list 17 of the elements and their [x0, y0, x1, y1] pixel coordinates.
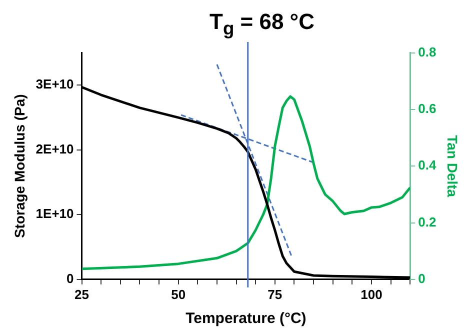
x-tick-label: 100: [360, 286, 382, 302]
y-tick-label: 0: [66, 270, 74, 286]
chart-title: T$_{g}$ = 68 °C: [208, 8, 316, 40]
y2-tick-label: 0.4: [418, 158, 437, 173]
y-tick-label: 1E+10: [36, 206, 74, 222]
y2-tick-label: 0.8: [418, 44, 436, 60]
y-axis-title: Storage Modulus (Pa): [11, 94, 28, 238]
y2-tick-label: 0: [418, 270, 426, 286]
x-tick-label: 25: [74, 286, 89, 302]
y2-tick-label: 0.2: [418, 214, 436, 230]
y2-tick-label: 0.6: [418, 101, 436, 116]
y-tick-label: 2E+10: [36, 141, 74, 156]
x-axis-title: Temperature (°C): [186, 310, 306, 328]
x-tick-label: 75: [268, 286, 282, 302]
y-tick-label: 3E+10: [36, 76, 74, 92]
x-tick-label: 50: [171, 286, 186, 302]
y2-axis-title: Tan Delta: [444, 135, 461, 198]
